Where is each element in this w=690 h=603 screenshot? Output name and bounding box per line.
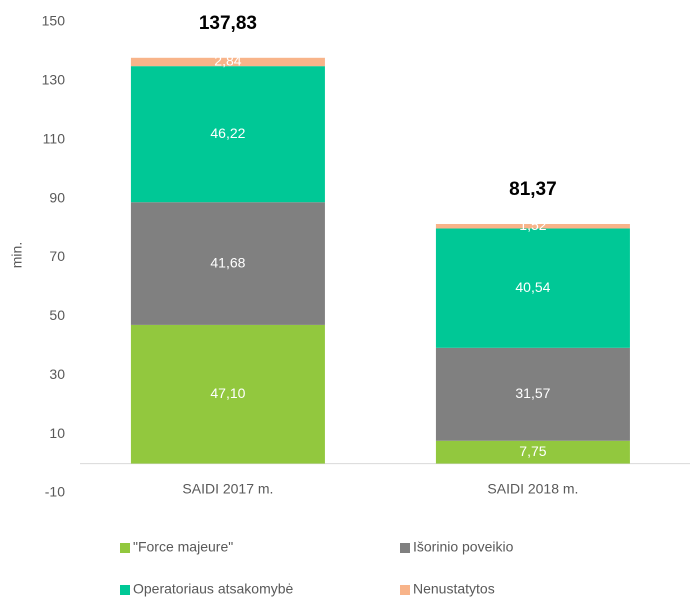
y-tick-label: 150 <box>42 13 66 29</box>
value-label: 46,22 <box>210 125 245 141</box>
legend-swatch <box>120 585 130 595</box>
y-tick-label: 90 <box>49 189 65 205</box>
y-tick-label: -10 <box>45 484 65 500</box>
total-label: 81,37 <box>509 179 557 200</box>
y-tick-label: 30 <box>49 366 65 382</box>
y-tick-label: 10 <box>49 425 65 441</box>
legend-label: Išorinio poveikio <box>413 539 514 555</box>
value-label: 2,84 <box>214 53 241 69</box>
value-label: 1,52 <box>519 217 546 233</box>
bar-segment <box>130 66 325 203</box>
legend-label: Operatoriaus atsakomybė <box>133 581 294 597</box>
bar-segment <box>130 57 325 67</box>
bar-segment <box>435 440 630 464</box>
x-tick-label: SAIDI 2018 m. <box>487 480 578 496</box>
legend-label: Nenustatytos <box>413 581 495 597</box>
legend-swatch <box>400 585 410 595</box>
y-tick-label: 70 <box>49 248 65 264</box>
y-tick-label: 130 <box>42 72 66 88</box>
bar-segment <box>435 347 630 441</box>
bar-segment <box>130 202 325 325</box>
bar-segment <box>130 324 325 464</box>
value-label: 7,75 <box>519 443 546 459</box>
y-tick-label: 50 <box>49 307 65 323</box>
legend-label: "Force majeure" <box>133 539 233 555</box>
bar-segment <box>435 224 630 229</box>
x-tick-label: SAIDI 2017 m. <box>182 480 273 496</box>
y-axis-label: min. <box>9 242 25 268</box>
value-label: 41,68 <box>210 254 245 270</box>
legend-swatch <box>120 543 130 553</box>
bar-segment <box>435 228 630 348</box>
value-label: 31,57 <box>515 385 550 401</box>
value-label: 40,54 <box>515 279 550 295</box>
value-label: 47,10 <box>210 385 245 401</box>
total-label: 137,83 <box>199 13 257 34</box>
y-tick-label: 110 <box>43 130 66 146</box>
legend-swatch <box>400 543 410 553</box>
